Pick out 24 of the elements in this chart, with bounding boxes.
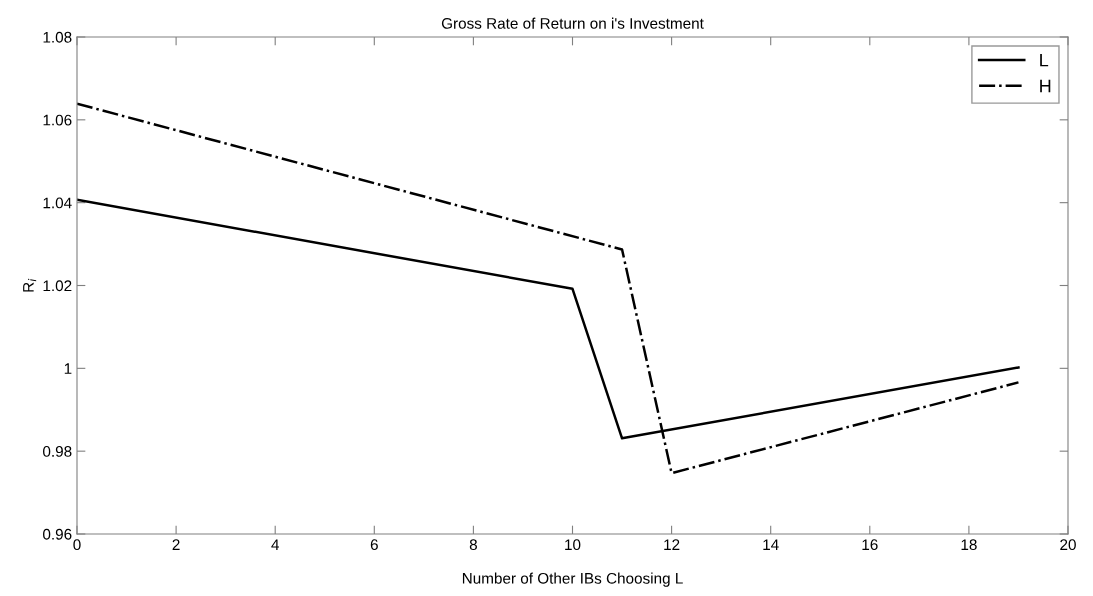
y-tick-label: 0.96 <box>43 528 72 540</box>
y-tick-label: 1.08 <box>43 31 72 43</box>
y-tick-label: 1.02 <box>43 280 72 292</box>
y-axis-title: R$_{i}$ <box>23 278 37 292</box>
y-tick-label: 0.98 <box>43 446 72 457</box>
x-tick-label: 8 <box>469 539 477 551</box>
x-axis-title: Number of Other IBs Choosing L <box>462 572 683 587</box>
y-tick-label: 1 <box>64 363 72 374</box>
x-tick-label: 4 <box>271 539 279 550</box>
chart-title: Gross Rate of Return on i's Investment <box>441 17 704 29</box>
legend-label: H <box>1040 79 1051 93</box>
x-tick-label: 2 <box>172 539 180 550</box>
x-tick-label: 6 <box>370 539 378 551</box>
legend-label: L <box>1040 53 1049 67</box>
x-tick-label: 20 <box>1060 539 1076 551</box>
x-tick-label: 0 <box>73 539 81 551</box>
y-tick-label: 1.04 <box>43 197 72 209</box>
x-tick-label: 14 <box>763 539 779 550</box>
x-tick-label: 16 <box>862 539 878 551</box>
line-series <box>77 102 1020 475</box>
x-tick-label: 12 <box>664 539 680 550</box>
y-tick-label: 1.06 <box>43 114 72 126</box>
x-tick-label: 10 <box>565 539 581 551</box>
x-tick-label: 18 <box>961 539 977 551</box>
